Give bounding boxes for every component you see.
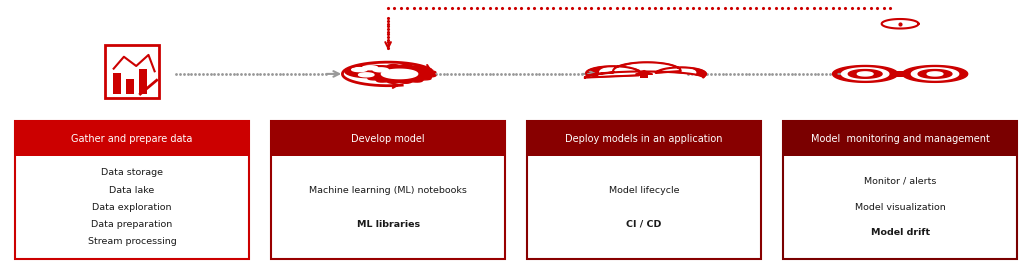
FancyBboxPatch shape bbox=[893, 71, 907, 77]
Text: Data storage: Data storage bbox=[101, 168, 163, 177]
FancyBboxPatch shape bbox=[139, 69, 147, 94]
Polygon shape bbox=[585, 62, 706, 78]
FancyBboxPatch shape bbox=[527, 121, 761, 156]
Polygon shape bbox=[919, 70, 952, 78]
Text: Model drift: Model drift bbox=[870, 228, 930, 238]
Polygon shape bbox=[902, 65, 968, 82]
FancyBboxPatch shape bbox=[783, 121, 1017, 259]
FancyBboxPatch shape bbox=[15, 121, 249, 156]
Text: CI / CD: CI / CD bbox=[627, 220, 662, 229]
Polygon shape bbox=[636, 71, 652, 74]
Polygon shape bbox=[358, 73, 374, 77]
FancyBboxPatch shape bbox=[113, 73, 121, 94]
Text: Deploy models in an application: Deploy models in an application bbox=[565, 134, 723, 144]
Polygon shape bbox=[381, 69, 418, 79]
Polygon shape bbox=[362, 66, 378, 70]
Polygon shape bbox=[351, 68, 368, 72]
FancyBboxPatch shape bbox=[126, 79, 134, 94]
Text: Model  monitoring and management: Model monitoring and management bbox=[811, 134, 989, 144]
FancyBboxPatch shape bbox=[640, 74, 648, 78]
Text: Data lake: Data lake bbox=[110, 186, 155, 195]
FancyBboxPatch shape bbox=[783, 121, 1017, 156]
FancyBboxPatch shape bbox=[105, 45, 159, 98]
Polygon shape bbox=[833, 65, 898, 82]
Text: Data preparation: Data preparation bbox=[91, 220, 173, 229]
Text: Machine learning (ML) notebooks: Machine learning (ML) notebooks bbox=[309, 186, 467, 195]
Polygon shape bbox=[373, 68, 388, 72]
Text: Stream processing: Stream processing bbox=[88, 237, 176, 246]
Polygon shape bbox=[345, 65, 393, 78]
Text: Monitor / alerts: Monitor / alerts bbox=[864, 177, 936, 186]
FancyBboxPatch shape bbox=[15, 121, 249, 259]
Polygon shape bbox=[857, 72, 873, 76]
Polygon shape bbox=[911, 68, 958, 80]
Polygon shape bbox=[364, 64, 436, 83]
Text: Model visualization: Model visualization bbox=[855, 203, 945, 212]
Text: Model lifecycle: Model lifecycle bbox=[609, 186, 679, 195]
Polygon shape bbox=[848, 70, 882, 78]
Text: Develop model: Develop model bbox=[351, 134, 425, 144]
Text: Gather and prepare data: Gather and prepare data bbox=[72, 134, 193, 144]
Text: Data exploration: Data exploration bbox=[92, 203, 172, 212]
FancyBboxPatch shape bbox=[527, 121, 761, 259]
Polygon shape bbox=[599, 63, 695, 76]
FancyBboxPatch shape bbox=[271, 121, 505, 259]
Polygon shape bbox=[842, 68, 889, 80]
Polygon shape bbox=[927, 72, 943, 76]
FancyBboxPatch shape bbox=[271, 121, 505, 156]
Text: ML libraries: ML libraries bbox=[356, 220, 420, 229]
